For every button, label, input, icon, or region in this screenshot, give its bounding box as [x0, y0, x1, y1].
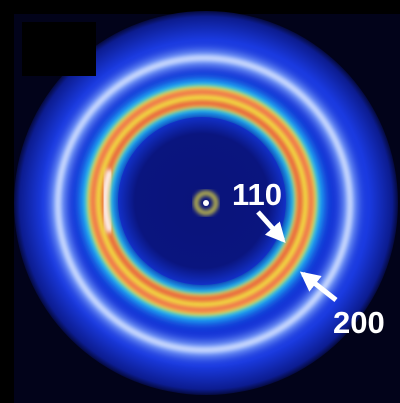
beam-center: [203, 200, 209, 206]
label-200: 200: [333, 305, 385, 340]
label-110: 110: [232, 177, 282, 212]
diffraction-image: 110 200: [0, 0, 400, 403]
beam-stop: [22, 22, 96, 76]
